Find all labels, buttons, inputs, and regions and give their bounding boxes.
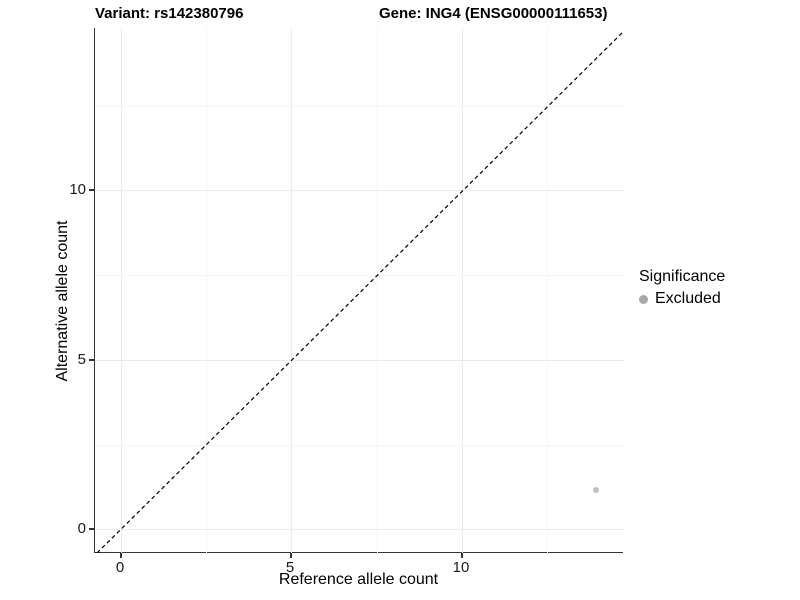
plot-title-variant: Variant: rs142380796 — [95, 5, 244, 22]
x-axis-title: Reference allele count — [278, 571, 439, 588]
x-tick-label: 5 — [285, 559, 295, 576]
y-tick-label: 5 — [77, 351, 86, 368]
gridline-x-major — [121, 28, 122, 553]
gridline-x-minor — [377, 28, 378, 553]
y-tick-0 — [89, 528, 94, 530]
y-tick-5 — [89, 359, 94, 361]
gridline-x-minor — [547, 28, 548, 553]
plot-title-gene: Gene: ING4 (ENSG00000111653) — [379, 5, 608, 22]
plot-panel — [94, 28, 624, 553]
gridline-x-major — [462, 28, 463, 553]
gridline-y-minor — [95, 445, 624, 446]
x-tick-0 — [120, 553, 122, 558]
legend-item-label: Excluded — [655, 290, 721, 307]
x-tick-label: 0 — [115, 559, 125, 576]
y-tick-label: 0 — [77, 520, 86, 537]
legend: Significance Excluded — [639, 268, 725, 308]
x-tick-5 — [290, 553, 292, 558]
gridline-x-minor — [206, 28, 207, 553]
x-tick-label: 10 — [452, 559, 470, 576]
gridline-y-minor — [95, 275, 624, 276]
y-tick-label: 10 — [69, 181, 86, 198]
x-tick-10 — [461, 553, 463, 558]
y-axis-title: Alternative allele count — [54, 220, 71, 382]
gridline-x-major — [291, 28, 292, 553]
gridline-y-major — [95, 360, 624, 361]
gridline-y-minor — [95, 106, 624, 107]
identity-line-layer — [96, 30, 624, 553]
legend-item-excluded: Excluded — [639, 290, 725, 308]
legend-point-icon — [639, 294, 648, 304]
y-tick-10 — [89, 189, 94, 191]
data-point-excluded — [593, 487, 599, 493]
gridline-y-major — [95, 190, 624, 191]
gridline-y-major — [95, 529, 624, 530]
legend-title: Significance — [639, 268, 726, 285]
identity-line — [96, 30, 624, 553]
